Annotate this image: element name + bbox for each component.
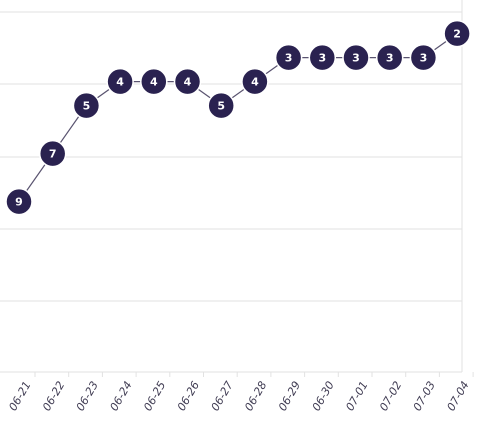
data-point-06-27[interactable]: 5: [207, 91, 235, 120]
x-tick-label-06-29: 06-29: [276, 379, 303, 413]
x-tick-label-06-28: 06-28: [242, 379, 269, 413]
data-label: 3: [285, 52, 293, 65]
data-label: 4: [116, 76, 124, 89]
x-tick-label-06-25: 06-25: [141, 379, 168, 413]
data-label: 3: [386, 52, 394, 65]
data-label: 4: [150, 76, 158, 89]
data-label: 3: [352, 52, 360, 65]
x-tick-label-06-27: 06-27: [209, 379, 236, 413]
data-point-07-04[interactable]: 2: [443, 19, 471, 48]
data-label: 5: [83, 100, 91, 113]
data-label: 4: [251, 76, 259, 89]
data-point-marker[interactable]: [375, 43, 404, 72]
data-points: 9 7 5 4 4 4 5 4 3 3 3 3 3 2: [5, 19, 471, 216]
data-point-06-28[interactable]: 4: [241, 67, 269, 96]
data-point-marker[interactable]: [241, 67, 269, 96]
data-point-06-26[interactable]: 4: [173, 67, 202, 96]
data-point-07-03[interactable]: 3: [409, 43, 438, 72]
data-label: 5: [217, 100, 225, 113]
data-point-marker[interactable]: [342, 43, 370, 72]
data-point-marker[interactable]: [5, 187, 33, 216]
x-tick-label-07-03: 07-03: [411, 379, 438, 413]
data-label: 3: [318, 52, 326, 65]
data-point-06-25[interactable]: 4: [140, 67, 168, 96]
data-point-marker[interactable]: [72, 91, 101, 120]
data-point-07-02[interactable]: 3: [375, 43, 404, 72]
data-point-06-23[interactable]: 5: [72, 91, 101, 120]
data-point-06-21[interactable]: 9: [5, 187, 33, 216]
data-point-marker[interactable]: [140, 67, 168, 96]
gridlines: [0, 0, 463, 372]
x-tick-label-07-01: 07-01: [343, 379, 370, 413]
x-tick-label-06-22: 06-22: [40, 379, 67, 413]
data-label: 9: [15, 196, 23, 209]
data-point-marker[interactable]: [38, 139, 67, 168]
data-point-marker[interactable]: [106, 67, 134, 96]
data-label: 4: [184, 76, 192, 89]
data-point-marker[interactable]: [308, 43, 337, 72]
data-point-06-29[interactable]: 3: [274, 43, 303, 72]
data-point-marker[interactable]: [443, 19, 471, 48]
data-point-marker[interactable]: [207, 91, 235, 120]
data-point-marker[interactable]: [173, 67, 202, 96]
x-tick-label-07-04: 07-04: [444, 379, 471, 413]
data-point-06-30[interactable]: 3: [308, 43, 337, 72]
x-tick-labels: 06-21 06-22 06-23 06-24 06-25 06-26 06-27 06-28…: [6, 379, 471, 413]
data-point-marker[interactable]: [409, 43, 438, 72]
data-point-06-24[interactable]: 4: [106, 67, 134, 96]
data-point-marker[interactable]: [274, 43, 303, 72]
data-label: 3: [420, 52, 428, 65]
x-tick-label-06-30: 06-30: [310, 379, 337, 413]
x-tick-label-07-02: 07-02: [377, 379, 404, 413]
x-tick-label-06-24: 06-24: [107, 379, 134, 413]
data-label: 7: [49, 148, 57, 161]
x-axis: [0, 371, 474, 377]
data-point-07-01[interactable]: 3: [342, 43, 370, 72]
x-tick-label-06-26: 06-26: [175, 379, 202, 413]
x-tick-label-06-23: 06-23: [74, 379, 101, 413]
data-point-06-22[interactable]: 7: [38, 139, 67, 168]
x-tick-label-06-21: 06-21: [6, 379, 33, 413]
data-label: 2: [453, 28, 461, 41]
